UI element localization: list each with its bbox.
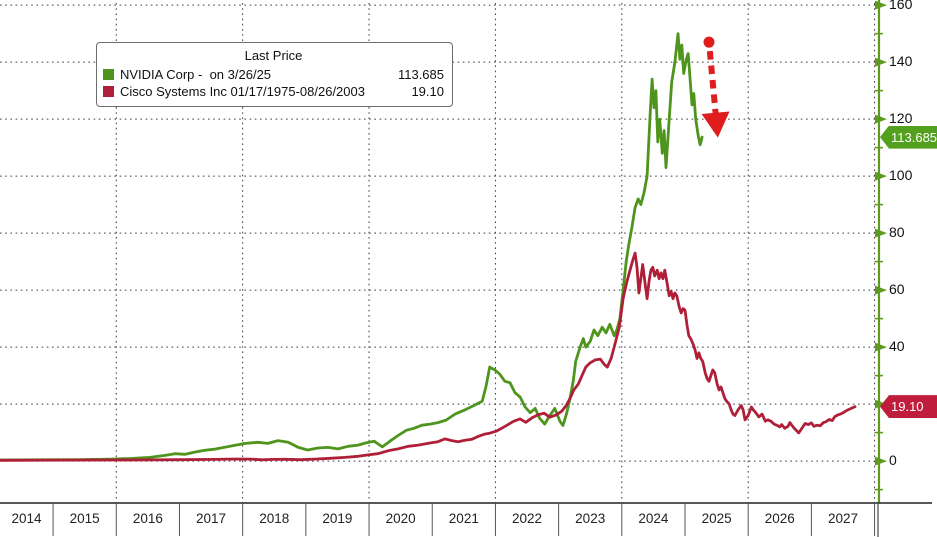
- price-badge-nvidia: 113.685: [880, 125, 937, 149]
- y-axis-label: 40: [889, 338, 905, 355]
- y-axis-label: 60: [889, 281, 905, 298]
- x-axis-label: 2025: [701, 511, 732, 526]
- x-axis-label: 2026: [764, 511, 795, 526]
- y-axis-label: 160: [889, 0, 913, 13]
- y-axis-tick-icon: [875, 399, 887, 409]
- legend-box: Last Price NVIDIA Corp - on 3/26/25 113.…: [96, 42, 453, 107]
- arrow-dashed-line: [706, 50, 719, 118]
- legend-label: NVIDIA Corp - on 3/26/25: [120, 67, 272, 82]
- x-axis-label: 2014: [11, 511, 42, 526]
- y-axis-label: 100: [889, 167, 913, 184]
- cisco-price-line: [0, 251, 857, 462]
- legend-title: Last Price: [244, 48, 303, 63]
- legend-entry-nvidia: NVIDIA Corp - on 3/26/25 113.685: [103, 66, 444, 83]
- y-axis-tick-icon: [875, 171, 887, 181]
- legend-value: 19.10: [411, 84, 444, 99]
- y-axis-label: 140: [889, 53, 913, 70]
- nvidia-swatch-icon: [103, 69, 114, 80]
- price-badge-cisco: 19.10: [880, 395, 937, 419]
- y-axis-tick-icon: [875, 114, 887, 124]
- y-axis-label: 0: [889, 452, 897, 469]
- x-axis-label: 2017: [196, 511, 227, 526]
- legend-label: Cisco Systems Inc 01/17/1975-08/26/2003: [120, 84, 365, 99]
- y-axis-tick-icon: [875, 285, 887, 295]
- x-axis-label: 2015: [69, 511, 100, 526]
- x-axis-label: 2022: [511, 511, 543, 526]
- x-axis-label: 2027: [827, 511, 858, 526]
- y-axis-tick-icon: [875, 456, 887, 466]
- y-axis-tick-icon: [875, 57, 887, 67]
- y-axis-tick-icon: [875, 0, 887, 10]
- arrow-dot-icon: [703, 36, 715, 48]
- x-axis-label: 2019: [322, 511, 353, 526]
- x-axis-label: 2024: [638, 511, 669, 526]
- cisco-swatch-icon: [103, 86, 114, 97]
- y-axis-tick-icon: [875, 342, 887, 352]
- y-axis-label: 120: [889, 110, 913, 127]
- x-axis-label: 2018: [259, 511, 290, 526]
- y-axis-tick-icon: [875, 228, 887, 238]
- x-axis-label: 2020: [385, 511, 416, 526]
- legend-entry-cisco: Cisco Systems Inc 01/17/1975-08/26/2003 …: [103, 83, 444, 100]
- x-axis-label: 2016: [132, 511, 163, 526]
- x-axis-label: 2021: [448, 511, 479, 526]
- legend-value: 113.685: [397, 67, 444, 82]
- down-arrow-icon: [701, 111, 730, 138]
- x-axis-label: 2023: [575, 511, 606, 526]
- y-axis-label: 80: [889, 224, 905, 241]
